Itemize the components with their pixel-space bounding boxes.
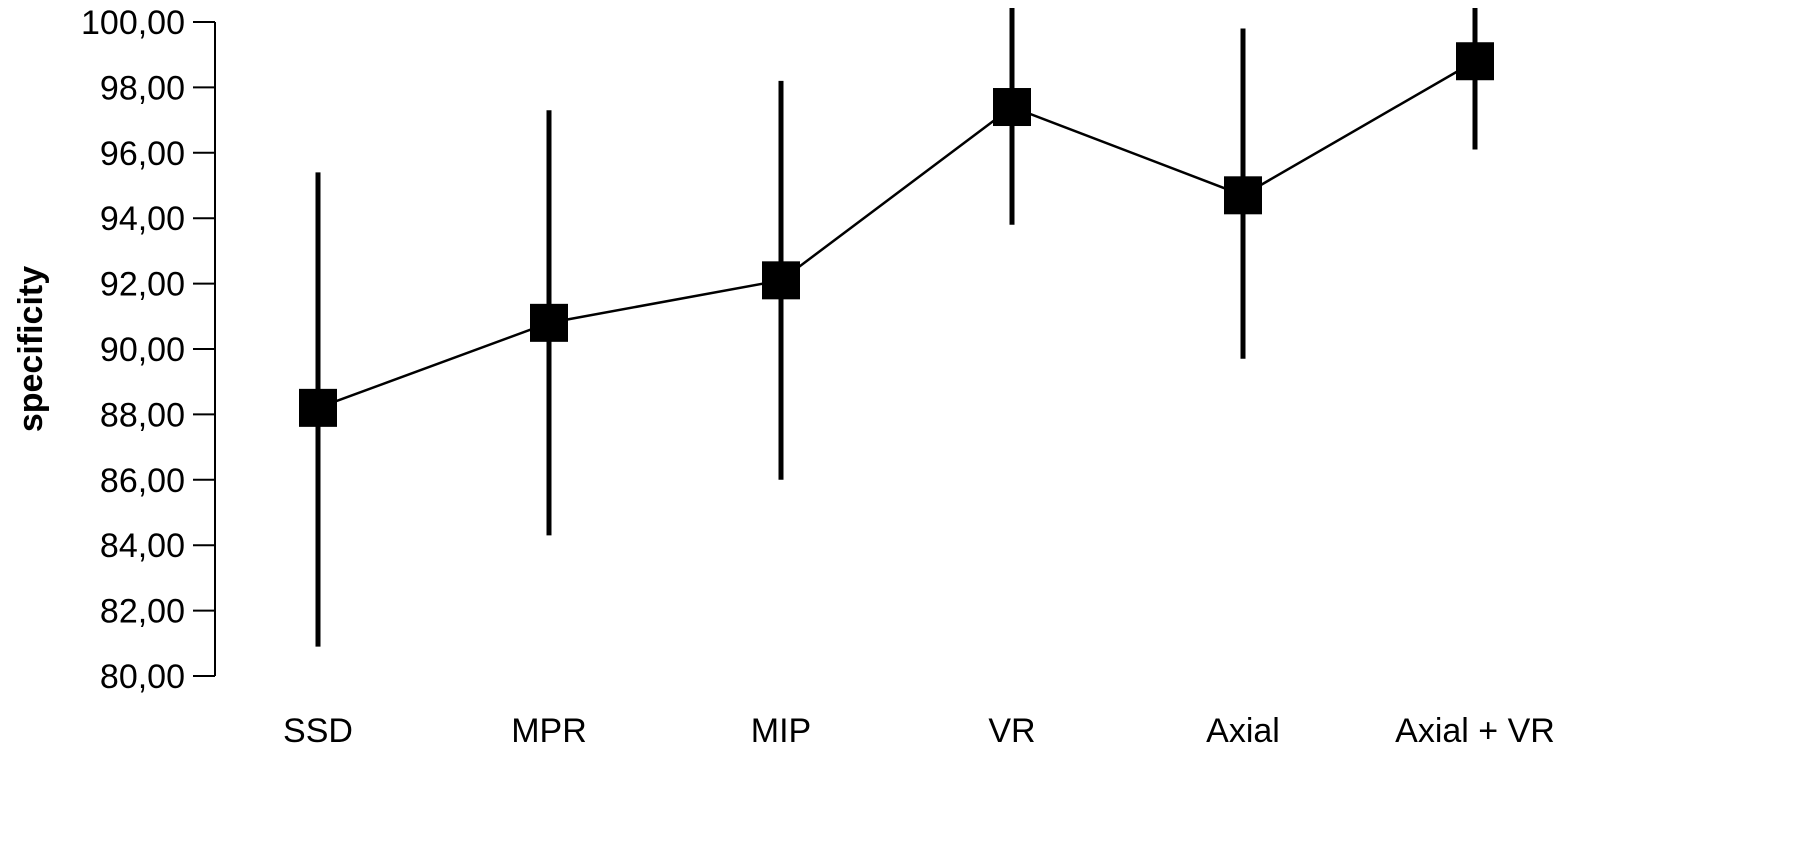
y-tick-label: 96,00 — [100, 135, 185, 173]
error-bars — [315, 8, 1478, 647]
x-tick-label: Axial + VR — [1395, 712, 1555, 750]
y-tick-label: 88,00 — [100, 396, 185, 434]
data-point — [762, 261, 800, 300]
data-points — [299, 42, 1494, 427]
y-tick-label: 80,00 — [100, 658, 185, 696]
x-tick-label: VR — [988, 712, 1035, 750]
y-tick-label: 92,00 — [100, 266, 185, 304]
y-tick-label: 86,00 — [100, 462, 185, 500]
data-point — [993, 88, 1031, 127]
x-tick-label: MIP — [751, 712, 811, 750]
x-tick-label: MPR — [511, 712, 587, 750]
y-axis: 80,00 82,00 84,00 86,00 88,00 90,00 92,00 94,00… — [81, 4, 216, 696]
data-point — [1456, 42, 1494, 81]
y-tick-label: 100,00 — [81, 4, 185, 42]
y-tick-label: 90,00 — [100, 331, 185, 369]
y-ticks: 80,00 82,00 84,00 86,00 88,00 90,00 92,00 94,00… — [81, 4, 215, 696]
y-tick-label: 82,00 — [100, 593, 185, 631]
data-point — [299, 388, 337, 427]
x-axis-labels: SSD MPR MIP VR Axial Axial + VR — [283, 712, 1555, 750]
x-tick-label: SSD — [283, 712, 353, 750]
y-axis-title: specificity — [12, 266, 50, 432]
data-point — [530, 303, 568, 342]
x-tick-label: Axial — [1206, 712, 1280, 750]
y-tick-label: 84,00 — [100, 527, 185, 565]
data-point — [1224, 176, 1262, 215]
series-line — [317, 60, 1476, 410]
y-tick-label: 94,00 — [100, 200, 185, 238]
y-tick-label: 98,00 — [100, 69, 185, 107]
